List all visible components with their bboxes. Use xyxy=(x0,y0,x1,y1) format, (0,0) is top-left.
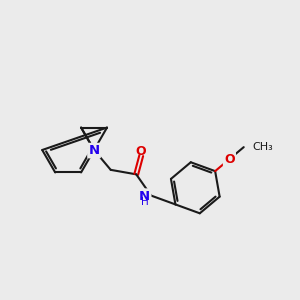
Text: CH₃: CH₃ xyxy=(252,142,273,152)
Text: O: O xyxy=(135,145,146,158)
Text: H: H xyxy=(141,197,148,207)
Text: N: N xyxy=(88,144,100,157)
Text: N: N xyxy=(139,190,150,203)
Text: O: O xyxy=(224,153,235,166)
